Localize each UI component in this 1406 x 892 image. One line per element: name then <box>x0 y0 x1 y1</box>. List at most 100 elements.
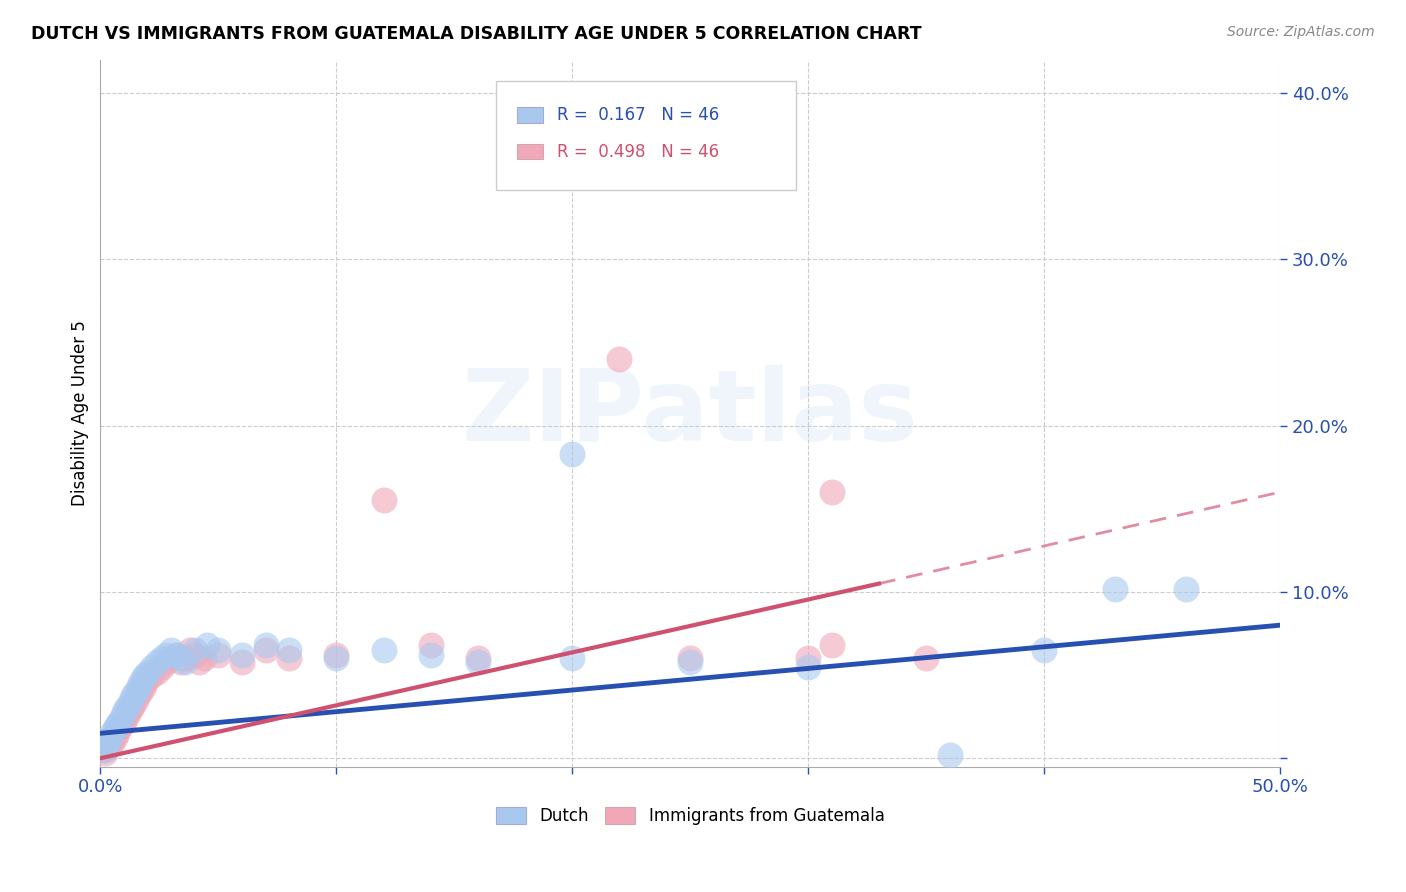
Point <box>108 721 131 735</box>
Point <box>115 709 138 723</box>
Text: R =  0.167   N = 46: R = 0.167 N = 46 <box>557 106 720 124</box>
Point <box>419 648 441 662</box>
Point <box>103 731 125 746</box>
Point <box>120 701 142 715</box>
Point <box>160 643 183 657</box>
Point <box>103 721 125 735</box>
Point <box>127 688 149 702</box>
Point <box>325 651 347 665</box>
Point <box>561 651 583 665</box>
Point <box>278 643 301 657</box>
Point <box>118 705 141 719</box>
Point <box>165 648 187 662</box>
Point <box>679 655 702 669</box>
Point <box>94 743 117 757</box>
Point <box>129 684 152 698</box>
Point <box>169 655 191 669</box>
Point <box>254 643 277 657</box>
Point <box>101 734 124 748</box>
Text: DUTCH VS IMMIGRANTS FROM GUATEMALA DISABILITY AGE UNDER 5 CORRELATION CHART: DUTCH VS IMMIGRANTS FROM GUATEMALA DISAB… <box>31 25 921 43</box>
Point <box>141 659 163 673</box>
Point <box>150 659 173 673</box>
Point <box>98 731 121 746</box>
Point <box>609 351 631 366</box>
Point <box>155 655 177 669</box>
Point <box>254 638 277 652</box>
Point <box>278 651 301 665</box>
Point <box>122 698 145 712</box>
Point <box>1033 643 1056 657</box>
Point <box>146 665 169 679</box>
Point <box>98 738 121 752</box>
Point <box>179 643 201 657</box>
Point <box>821 485 844 500</box>
Point <box>125 684 148 698</box>
Point <box>373 643 395 657</box>
Text: ZIPatlas: ZIPatlas <box>461 365 918 461</box>
Point <box>141 668 163 682</box>
Point <box>174 655 197 669</box>
Point <box>146 655 169 669</box>
Point <box>915 651 938 665</box>
Point <box>184 643 207 657</box>
Point <box>132 681 155 696</box>
Point <box>174 651 197 665</box>
Point <box>101 726 124 740</box>
Point <box>91 734 114 748</box>
Point <box>134 676 156 690</box>
FancyBboxPatch shape <box>517 107 543 122</box>
Text: R =  0.498   N = 46: R = 0.498 N = 46 <box>557 143 718 161</box>
Point <box>125 693 148 707</box>
Legend: Dutch, Immigrants from Guatemala: Dutch, Immigrants from Guatemala <box>496 807 884 825</box>
Point <box>136 665 159 679</box>
Point <box>373 493 395 508</box>
Point <box>129 676 152 690</box>
Point <box>193 651 215 665</box>
Point <box>821 638 844 652</box>
Point <box>325 648 347 662</box>
Point <box>155 648 177 662</box>
Point <box>1174 582 1197 596</box>
Point <box>231 648 253 662</box>
Point <box>160 651 183 665</box>
Point <box>112 705 135 719</box>
Point <box>134 668 156 682</box>
Point <box>561 447 583 461</box>
Point <box>115 701 138 715</box>
Point <box>419 638 441 652</box>
Point <box>231 655 253 669</box>
Point <box>1104 582 1126 596</box>
Point <box>120 693 142 707</box>
Point <box>184 648 207 662</box>
FancyBboxPatch shape <box>517 144 543 160</box>
Point <box>105 718 128 732</box>
Point <box>122 688 145 702</box>
Point <box>110 709 132 723</box>
Point <box>797 659 820 673</box>
Point <box>108 714 131 729</box>
FancyBboxPatch shape <box>495 81 796 190</box>
Point <box>112 714 135 729</box>
Point <box>188 655 211 669</box>
Point <box>132 672 155 686</box>
Point <box>96 741 118 756</box>
Point <box>136 672 159 686</box>
Text: Source: ZipAtlas.com: Source: ZipAtlas.com <box>1227 25 1375 39</box>
Point <box>169 651 191 665</box>
Point <box>118 698 141 712</box>
Point <box>96 738 118 752</box>
Point <box>207 648 229 662</box>
Point <box>679 651 702 665</box>
Point <box>165 648 187 662</box>
Point <box>467 651 489 665</box>
Point <box>467 655 489 669</box>
Point <box>110 718 132 732</box>
Point <box>127 681 149 696</box>
Point <box>105 726 128 740</box>
Point <box>207 643 229 657</box>
Point <box>94 746 117 760</box>
Point <box>91 743 114 757</box>
Point <box>195 638 218 652</box>
Point <box>939 747 962 762</box>
Point <box>150 651 173 665</box>
